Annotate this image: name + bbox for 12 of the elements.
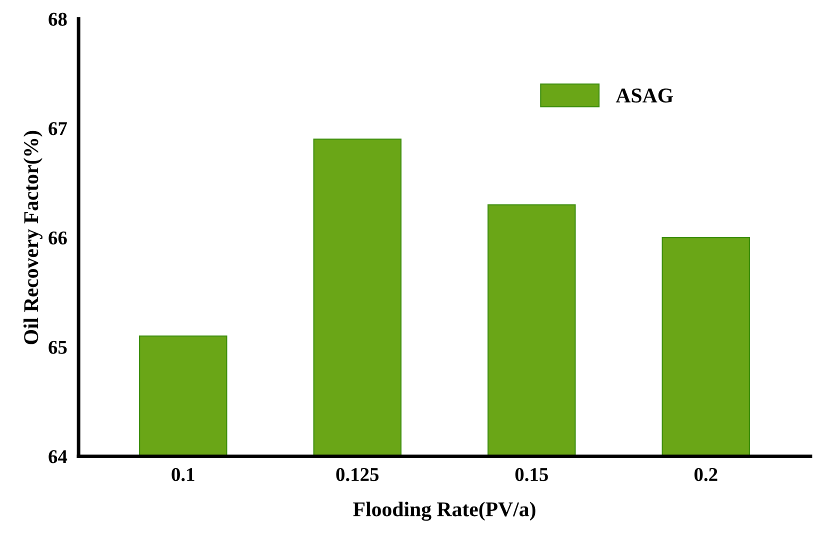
y-tick-label: 68 [48, 12, 67, 26]
y-tick-label: 64 [48, 450, 68, 464]
x-tick-label: 0.125 [336, 468, 379, 482]
x-tick-label: 0.1 [172, 468, 194, 482]
x-tick-label: 0.2 [694, 468, 718, 482]
y-tick-label: 65 [48, 340, 67, 354]
y-axis-title: Oil Recovery Factor(%) [24, 130, 42, 344]
x-axis-title: Flooding Rate(PV/a) [353, 502, 536, 521]
y-tick-label: 66 [48, 231, 67, 245]
legend-label: ASAG [616, 88, 673, 103]
y-tick-label: 67 [48, 122, 67, 136]
x-tick-label: 0.15 [515, 468, 548, 482]
